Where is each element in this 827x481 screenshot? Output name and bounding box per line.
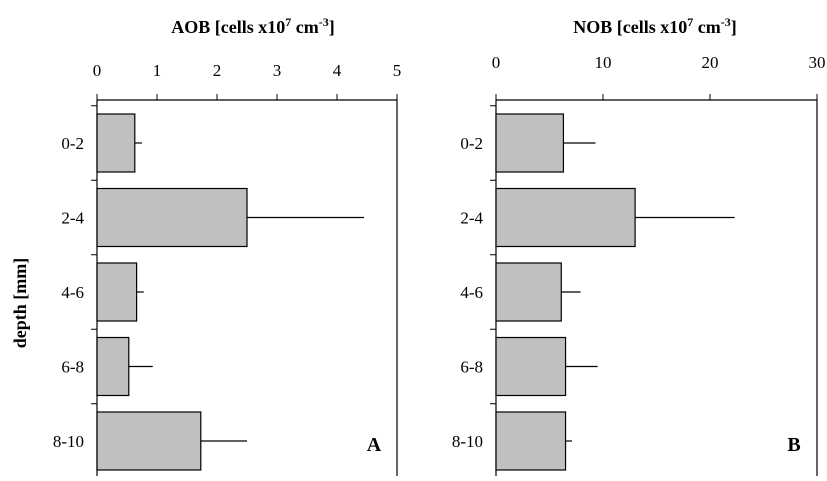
panel-a-category-label: 4-6: [61, 283, 84, 302]
panel-a-label: A: [367, 434, 382, 456]
panel-a-bar: [96, 187, 248, 248]
panel-b-bar: [495, 411, 567, 471]
panel-a-category-label: 2-4: [61, 209, 84, 228]
panel-b-title-part: 7: [687, 15, 693, 29]
panel-b-x-tick-label: 20: [702, 53, 719, 72]
panel-a-title: AOB [cells x107 cm-3]: [171, 15, 334, 37]
y-axis-label: depth [mm]: [10, 258, 30, 349]
panel-a-title-part: 7: [285, 15, 291, 29]
panel-b-bar: [495, 187, 636, 248]
panel-b-label: B: [787, 434, 800, 456]
panel-b-title-part: ]: [731, 17, 737, 37]
panel-b-category-label: 0-2: [460, 134, 483, 153]
panel-a-category-label: 6-8: [61, 358, 84, 377]
panel-a-x-tick-label: 4: [333, 61, 342, 80]
panel-a-bar: [96, 113, 136, 173]
panel-a-bar: [96, 262, 138, 322]
panel-a-title-part: -3: [319, 15, 329, 29]
panel-b-x-tick-label: 10: [595, 53, 612, 72]
panel-a-title-part: ]: [329, 17, 335, 37]
panel-b-title-part: NOB [cells x10: [573, 17, 687, 37]
panel-a-bar: [96, 336, 130, 397]
panel-a-title-part: AOB [cells x10: [171, 17, 285, 37]
panel-b-x-tick-label: 30: [809, 53, 826, 72]
panel-b-title: NOB [cells x107 cm-3]: [573, 15, 736, 37]
panel-b-title-part: -3: [721, 15, 731, 29]
panel-a-x-tick-label: 0: [93, 61, 102, 80]
panel-b-bar: [495, 113, 565, 173]
panel-a-x-tick-label: 5: [393, 61, 402, 80]
panel-a-x-tick-label: 3: [273, 61, 282, 80]
panel-a-title-part: cm: [291, 17, 318, 37]
panel-b-x-tick-label: 0: [492, 53, 501, 72]
panel-a-bar: [96, 411, 202, 471]
panel-b-title-part: cm: [693, 17, 720, 37]
panel-a-category-label: 0-2: [61, 134, 84, 153]
panel-a-x-tick-label: 2: [213, 61, 222, 80]
panel-b-bar: [495, 336, 567, 397]
panel-b-category-label: 8-10: [452, 432, 483, 451]
panel-a-x-tick-label: 1: [153, 61, 162, 80]
panel-a-category-label: 8-10: [53, 432, 84, 451]
panel-b-category-label: 6-8: [460, 358, 483, 377]
panel-b-category-label: 2-4: [460, 209, 483, 228]
panel-b-category-label: 4-6: [460, 283, 483, 302]
panel-b-bar: [495, 262, 562, 322]
